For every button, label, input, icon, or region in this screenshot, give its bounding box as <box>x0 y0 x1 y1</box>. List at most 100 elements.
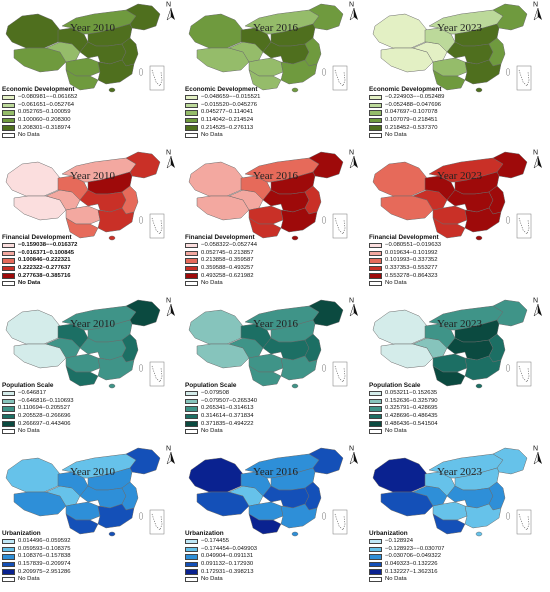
year-label: Year 2016 <box>253 170 299 182</box>
region-northeast <box>492 447 528 475</box>
region-hainan <box>291 87 299 93</box>
legend-swatch <box>2 281 15 287</box>
legend-label: −0.052488−0.047696 <box>385 101 442 108</box>
legend-swatch <box>2 273 15 279</box>
region-hainan <box>108 531 116 537</box>
legend-class: 0.019634−0.101992 <box>369 250 547 258</box>
region-tibet <box>380 343 434 369</box>
legend-class: 0.108376−0.157838 <box>2 553 180 561</box>
north-arrow-icon: N <box>346 148 362 170</box>
legend-class: 0.114042−0.214524 <box>185 117 363 125</box>
region-southwest <box>248 365 282 387</box>
legend-label: 0.052745−0.213857 <box>201 249 254 256</box>
legend-class: −0.646817 <box>2 390 180 398</box>
legend-class: −0.015520−0.045276 <box>185 102 363 110</box>
legend-label: −0.128923−−0.030707 <box>385 545 445 552</box>
north-arrow-icon: N <box>530 296 546 318</box>
legend-class: 0.277638−0.385716 <box>2 272 180 280</box>
region-xinjiang <box>188 457 244 493</box>
legend-label: 0.049904−0.091131 <box>201 553 254 560</box>
legend-label: 0.222322−0.277637 <box>18 265 71 272</box>
region-tibet <box>380 491 434 517</box>
legend-class: 0.049904−0.091131 <box>185 553 363 561</box>
map-panel-1-3: Year 2023 N Economic Development −0.224903−… <box>367 0 550 148</box>
map-panel-3-3: Year 2023 N Population Scale 0.053211−0.152… <box>367 296 550 444</box>
legend-label: 0.047697−0.107078 <box>385 109 438 116</box>
year-label: Year 2016 <box>253 318 299 330</box>
region-southwest <box>65 69 99 91</box>
legend-no-data: No Data <box>2 428 180 436</box>
legend-class: 0.157839−0.209974 <box>2 561 180 569</box>
region-xinjiang <box>5 13 61 49</box>
legend-label: 0.218452−0.537370 <box>385 124 438 131</box>
legend-label: No Data <box>18 428 40 435</box>
legend-swatch <box>185 554 198 560</box>
legend-class: 0.428696−0.486435 <box>369 413 547 421</box>
region-northeast <box>308 447 344 475</box>
legend-class: −0.174454−0.049903 <box>185 546 363 554</box>
legend-class: 0.214525−0.276113 <box>185 124 363 132</box>
legend-swatch <box>2 413 15 420</box>
legend-label: −0.058322−0.052744 <box>201 242 258 249</box>
region-hainan <box>291 235 299 241</box>
region-tibet <box>380 47 434 73</box>
region-hainan <box>291 383 299 389</box>
nine-dash-line <box>518 69 530 87</box>
legend-class: 0.059593−0.108375 <box>2 546 180 554</box>
region-southwest <box>248 513 282 535</box>
legend-swatch <box>2 569 15 575</box>
legend-swatch <box>185 429 198 435</box>
choropleth-map <box>5 447 165 537</box>
region-no-data <box>505 364 511 372</box>
legend-class: 0.152636−0.325790 <box>369 398 547 406</box>
legend-swatch <box>2 95 15 101</box>
region-southwest <box>432 217 466 239</box>
legend-class: 0.205528−0.266696 <box>2 413 180 421</box>
legend-swatch <box>2 110 15 116</box>
legend-label: 0.553278−0.864323 <box>385 272 438 279</box>
region-hainan <box>291 531 299 537</box>
region-south <box>97 59 135 85</box>
region-southwest <box>248 69 282 91</box>
legend-label: 0.486436−0.541504 <box>385 420 438 427</box>
legend-swatch <box>369 273 382 279</box>
north-arrow-icon: N <box>530 0 546 22</box>
legend-class: 0.486436−0.541504 <box>369 420 547 428</box>
legend-class: 0.091132−0.172930 <box>185 561 363 569</box>
legend-class: −0.080551−0.019633 <box>369 242 547 250</box>
nine-dash-line <box>151 513 163 531</box>
legend-swatch <box>2 421 15 427</box>
legend-class: 0.314614−0.371834 <box>185 413 363 421</box>
nine-dash-line <box>334 365 346 383</box>
legend-swatch <box>185 265 198 272</box>
legend-title: Financial Development <box>369 234 439 241</box>
svg-text:N: N <box>533 298 538 305</box>
region-northeast <box>492 151 528 179</box>
legend-swatch <box>369 243 382 249</box>
legend-label: 0.019634−0.101992 <box>385 249 438 256</box>
legend-class: −0.159038−−0.016372 <box>2 242 180 250</box>
region-no-data <box>138 364 144 372</box>
legend-no-data: No Data <box>185 280 363 288</box>
map-panel-2-3: Year 2023 N Financial Development −0.080551… <box>367 148 550 296</box>
nine-dash-line <box>518 513 530 531</box>
legend-swatch <box>369 554 382 560</box>
region-xinjiang <box>372 161 428 197</box>
legend-label: 0.107079−0.218451 <box>385 117 438 124</box>
region-northeast <box>125 151 161 179</box>
legend-label: 0.052765−0.100059 <box>18 109 71 116</box>
legend-swatch <box>185 569 198 575</box>
region-south <box>464 355 502 381</box>
region-no-data <box>138 512 144 520</box>
choropleth-map <box>5 3 165 93</box>
legend-swatch <box>2 577 15 583</box>
legend-swatch <box>185 243 198 249</box>
choropleth-map <box>5 151 165 241</box>
map-legend: Financial Development −0.058322−0.052744 0… <box>185 234 363 288</box>
legend-label: 0.100060−0.208300 <box>18 117 71 124</box>
year-label: Year 2010 <box>70 318 116 330</box>
nine-dash-line <box>151 69 163 87</box>
legend-label: 0.101993−0.337352 <box>385 257 438 264</box>
region-south <box>97 503 135 529</box>
choropleth-map <box>372 151 532 241</box>
